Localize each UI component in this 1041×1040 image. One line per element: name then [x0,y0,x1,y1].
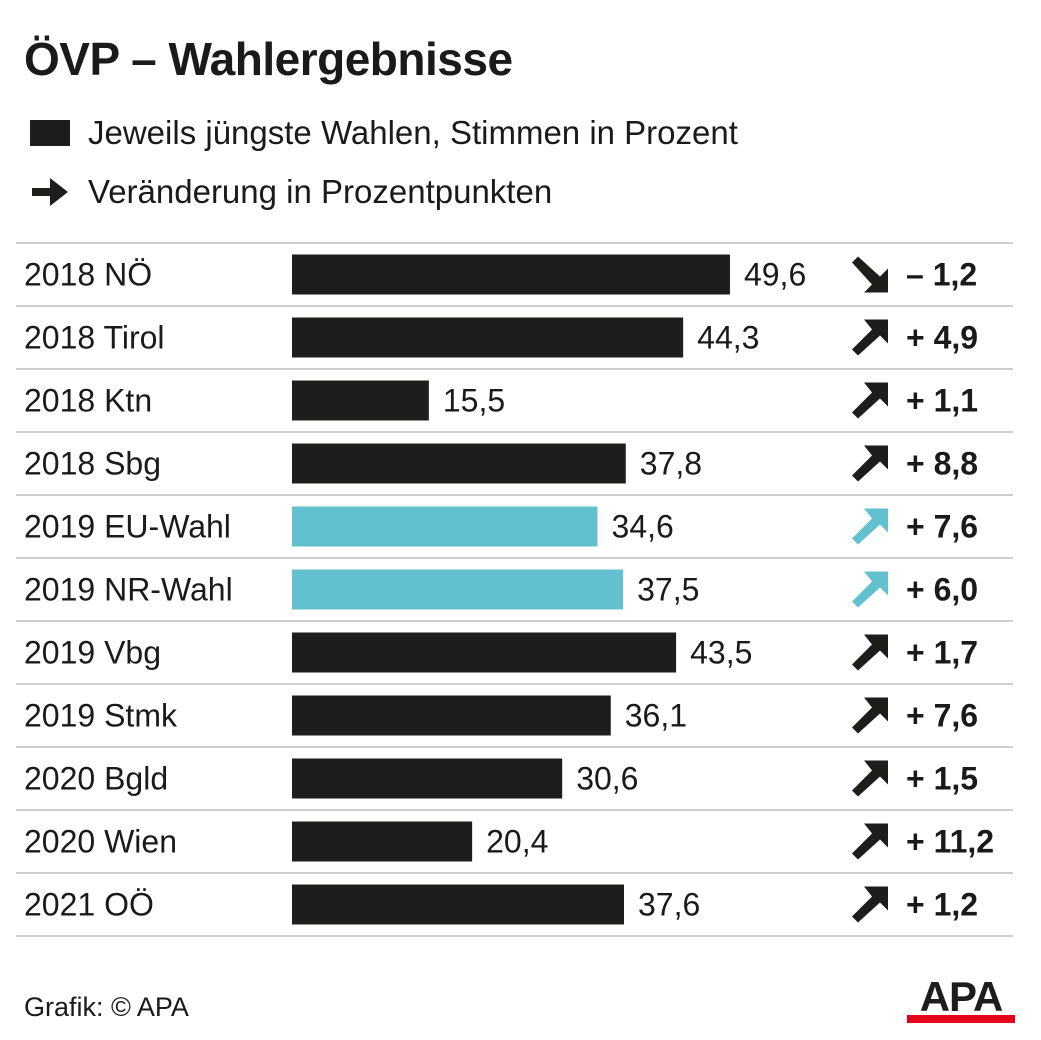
value-label: 49,6 [744,257,806,293]
chart-title: ÖVP – Wahlergebnisse [24,33,513,85]
value-label: 34,6 [612,509,674,545]
arrow-shape [852,256,888,293]
category-label: 2019 NR-Wahl [24,572,233,608]
change-label: + 6,0 [906,572,978,608]
arrow-up-right-icon [852,571,888,608]
value-label: 44,3 [697,320,759,356]
category-label: 2018 Ktn [24,383,152,419]
arrow-up-right-icon [852,886,888,923]
arrow-up-right-icon [852,445,888,482]
arrow-up-right-icon [852,760,888,797]
value-label: 36,1 [625,698,687,734]
category-label: 2018 Sbg [24,446,161,482]
arrow-shape [852,886,888,923]
arrow-shape [852,319,888,356]
bar [292,443,626,484]
arrow-up-right-icon [852,319,888,356]
category-label: 2019 Vbg [24,635,161,671]
arrow-up-right-icon [852,508,888,545]
arrow-shape [852,445,888,482]
legend-bars-label: Jeweils jüngste Wahlen, Stimmen in Proze… [88,114,738,151]
bar-chart: 2018 NÖ 49,6 – 1,2 2018 Tirol 44,3 + 4,9 2018 … [16,242,1013,937]
change-label: + 1,7 [906,635,978,671]
value-label: 15,5 [443,383,505,419]
arrow-shape [852,571,888,608]
arrow-shape [852,508,888,545]
arrow-up-right-icon [852,823,888,860]
category-label: 2020 Bgld [24,761,168,797]
value-label: 37,8 [640,446,702,482]
arrow-up-right-icon [852,634,888,671]
arrow-up-right-icon [852,382,888,419]
value-label: 43,5 [690,635,752,671]
change-label: – 1,2 [906,257,977,293]
logo-underline [907,1015,1015,1023]
change-label: + 11,2 [906,824,994,860]
change-label: + 7,6 [906,509,978,545]
category-label: 2019 Stmk [24,698,178,734]
bar [292,569,624,610]
change-label: + 8,8 [906,446,978,482]
category-label: 2018 NÖ [24,257,152,293]
value-label: 37,5 [637,572,699,608]
bar [292,695,611,736]
arrow-down-right-icon [852,256,888,293]
legend-item-arrows: Veränderung in Prozentpunkten [30,172,552,212]
category-label: 2020 Wien [24,824,177,860]
bar [292,632,677,673]
category-label: 2019 EU-Wahl [24,509,231,545]
arrow-shape [852,382,888,419]
change-label: + 4,9 [906,320,978,356]
bar [292,758,563,799]
bar [292,317,684,358]
category-label: 2021 OÖ [24,887,154,923]
legend-item-bars: Jeweils jüngste Wahlen, Stimmen in Proze… [30,114,738,152]
logo-text: APA [920,975,1003,1020]
source-credit: Grafik: © APA [24,992,189,1022]
bar [292,884,625,925]
change-label: + 1,2 [906,887,978,923]
change-label: + 7,6 [906,698,978,734]
arrow-shape [852,634,888,671]
change-label: + 1,5 [906,761,978,797]
bar [292,380,429,421]
arrow-shape [852,760,888,797]
bar [292,821,473,862]
change-label: + 1,1 [906,383,978,419]
bar [292,506,598,547]
legend-bar-swatch [30,120,70,146]
arrow-shape [852,697,888,734]
apa-logo: APA [907,975,1015,1023]
value-label: 30,6 [576,761,638,797]
arrow-up-right-icon [852,697,888,734]
arrow-shape [852,823,888,860]
value-label: 37,6 [638,887,700,923]
arrow-right-icon [32,178,68,206]
legend-arrows-label: Veränderung in Prozentpunkten [88,173,553,210]
value-label: 20,4 [486,824,548,860]
bar [292,254,730,295]
category-label: 2018 Tirol [24,320,165,356]
